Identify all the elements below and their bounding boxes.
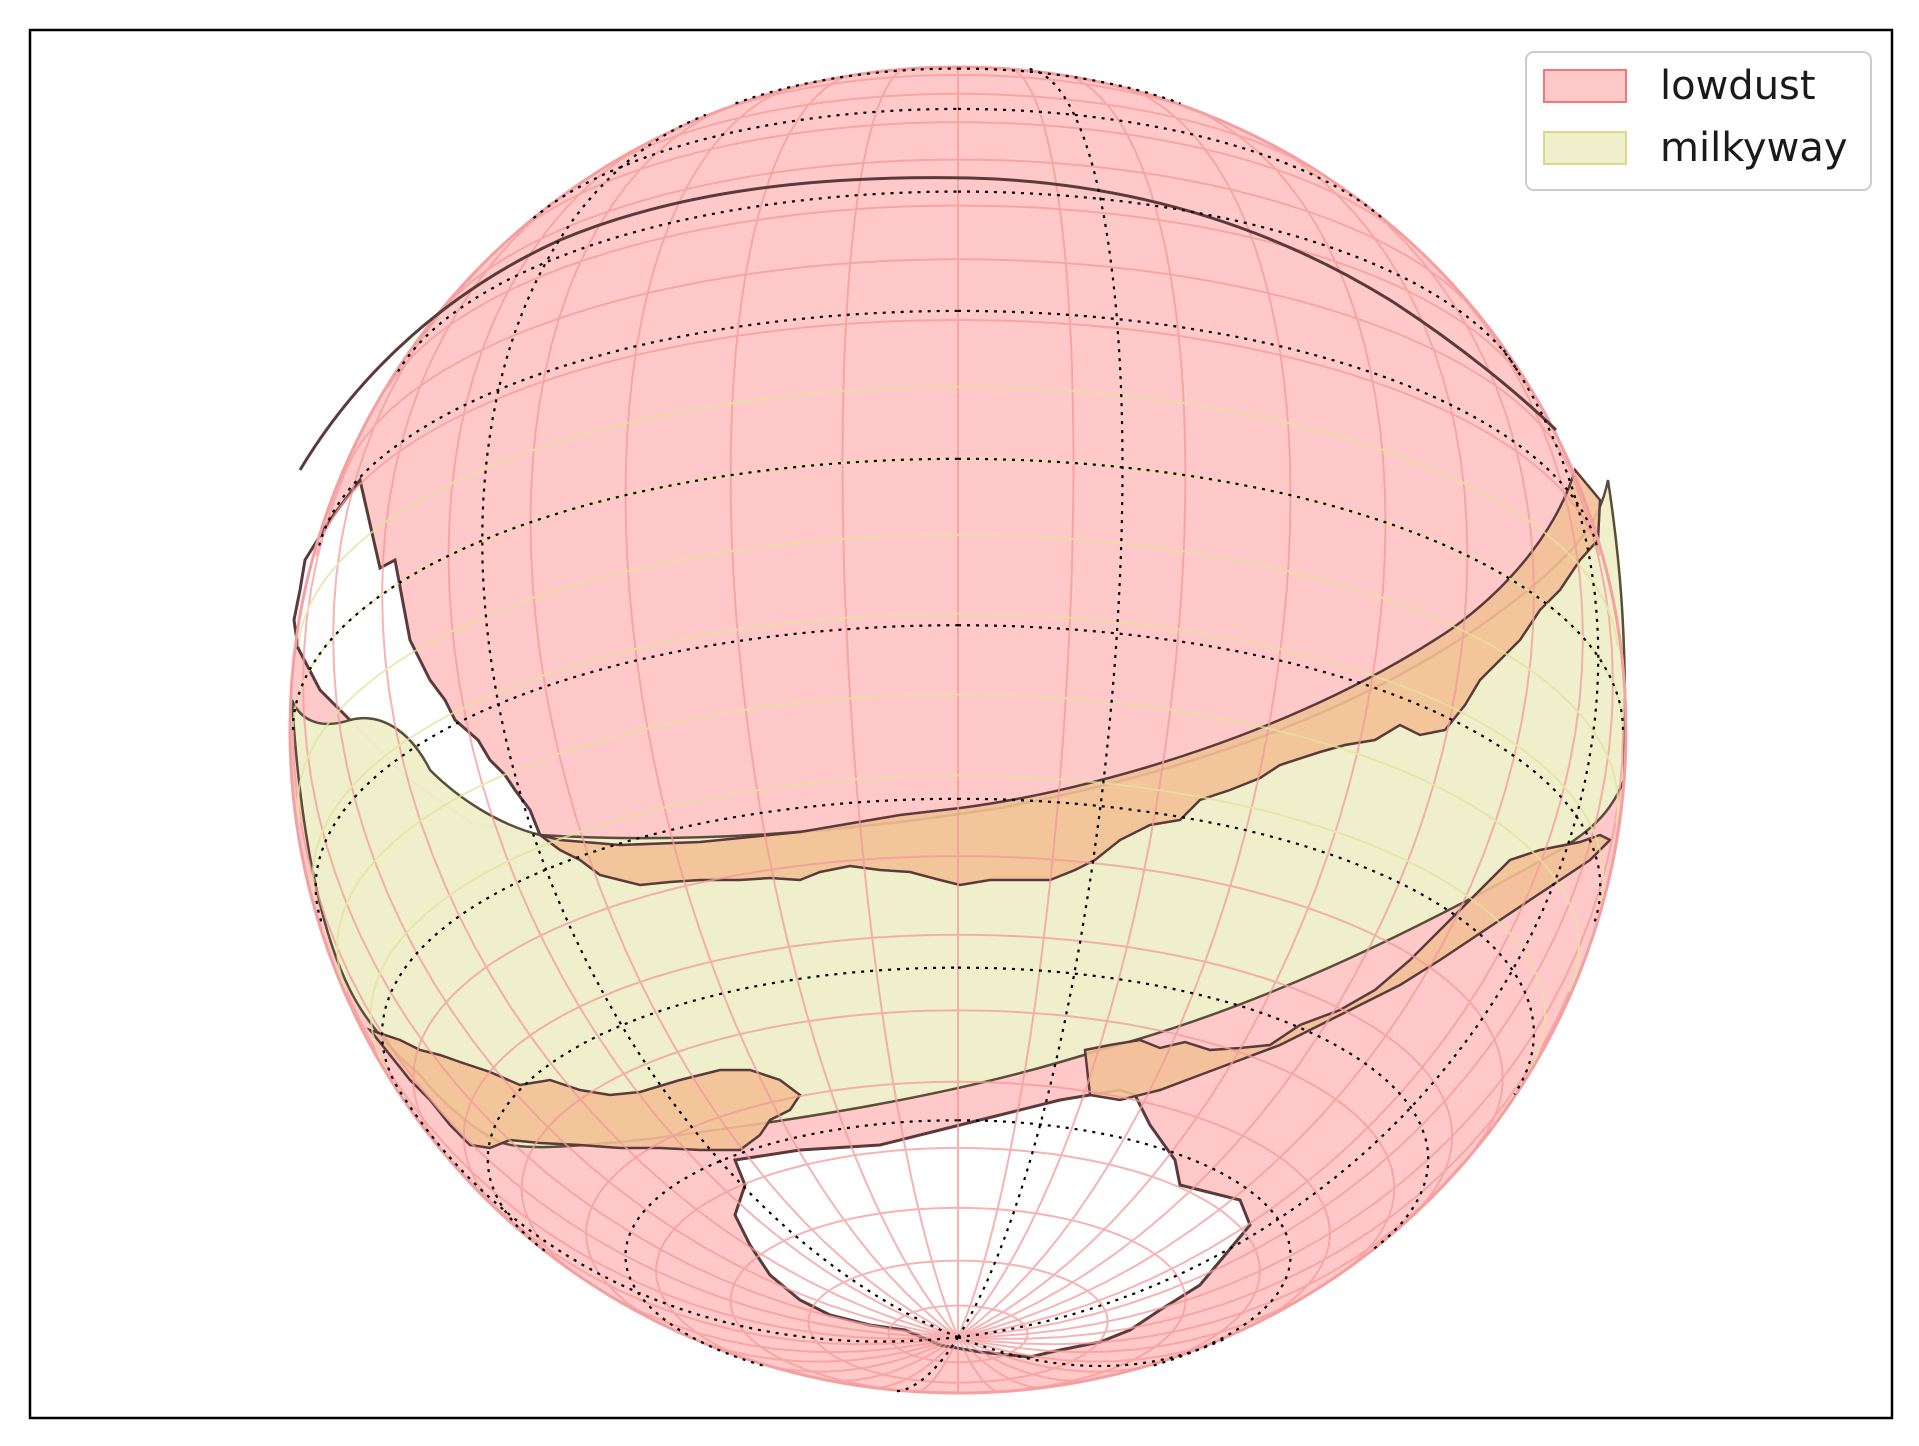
grid-parallel (807, 1259, 1109, 1384)
grid-parallel (957, 158, 1477, 314)
graticule-parallel (314, 624, 959, 922)
grid-parallel (369, 774, 959, 1074)
overlap-south-left (366, 1027, 802, 1152)
grid-parallel (387, 204, 959, 388)
graticule (291, 67, 1625, 1393)
legend-label-lowdust: lowdust (1660, 63, 1816, 109)
grid-parallel (729, 1206, 1187, 1393)
grid-meridian (841, 67, 959, 1338)
grid-parallel (520, 1009, 959, 1284)
grid-meridian (957, 729, 1624, 1339)
grid-parallel (957, 204, 1529, 388)
grid-parallel (957, 774, 1547, 1074)
healpix-grid (292, 67, 1624, 1393)
map-layer (288, 65, 1628, 1395)
grid-parallel (957, 258, 1571, 469)
graticule-parallel (958, 190, 1519, 373)
graticule-parallel (958, 1119, 1292, 1367)
grid-meridian (624, 81, 959, 1338)
graticule-meridian (402, 1096, 959, 1343)
graticule-parallel (957, 107, 1384, 219)
graticule-parallel (958, 67, 1181, 105)
grid-parallel (296, 533, 959, 823)
grid-meridian (957, 81, 1292, 1338)
grid-parallel (957, 933, 1454, 1220)
grid-meridian (957, 67, 1075, 1338)
grid-parallel (887, 1304, 1029, 1364)
grid-parallel (297, 385, 959, 647)
grid-parallel (311, 612, 959, 905)
grid-meridian (957, 72, 1187, 1338)
graticule-parallel (957, 624, 1602, 922)
grid-parallel (957, 693, 1580, 992)
graticule-meridian (957, 67, 1124, 1338)
grid-parallel (957, 855, 1504, 1148)
graticule-parallel (957, 309, 1598, 546)
grid-parallel (345, 258, 959, 469)
grid-parallel (439, 158, 959, 314)
graticule-parallel (957, 457, 1625, 731)
grid-parallel (957, 319, 1601, 556)
legend-swatch-milkyway (1543, 131, 1627, 165)
graticule-parallel (318, 309, 959, 546)
graticule-parallel (397, 190, 958, 373)
graticule-meridian (891, 1336, 959, 1393)
graticule-parallel (486, 966, 959, 1252)
lowdust-hole-bottom (732, 1088, 1252, 1359)
overlap-south-right (1083, 833, 1613, 1102)
grid-meridian (957, 991, 1571, 1340)
graticule-parallel (624, 1119, 958, 1367)
graticule-parallel (532, 107, 959, 219)
grid-meridian (292, 729, 959, 1339)
grid-meridian (302, 468, 959, 1339)
legend-swatch-lowdust (1543, 69, 1627, 103)
grid-parallel (655, 1146, 959, 1385)
grid-parallel (957, 121, 1417, 249)
legend-label-milkyway: milkyway (1660, 125, 1848, 171)
grid-meridian (332, 275, 959, 1339)
legend: lowdust milkyway (1525, 51, 1872, 191)
grid-parallel (462, 933, 959, 1220)
grid-meridian (729, 72, 959, 1338)
graticule-parallel (957, 797, 1536, 1095)
grid-meridian (957, 275, 1584, 1339)
grid-parallel (499, 121, 959, 249)
lowdust-north-boundary (298, 176, 1558, 471)
grid-parallel (957, 1080, 1331, 1340)
axes-frame (28, 28, 1894, 1420)
graticule-meridian (481, 113, 959, 1339)
graticule-parallel (291, 457, 959, 731)
grid-parallel (412, 855, 959, 1148)
grid-parallel (957, 533, 1620, 823)
grid-parallel (957, 385, 1619, 647)
grid-parallel (957, 612, 1605, 905)
grid-meridian (957, 468, 1614, 1339)
grid-meridian (345, 991, 959, 1340)
overlap-north (539, 467, 1602, 887)
grid-parallel (957, 1009, 1396, 1284)
grid-parallel (336, 693, 959, 992)
lowdust-region-boundary (288, 65, 1628, 1395)
grid-parallel (957, 1146, 1261, 1385)
grid-parallel (585, 1080, 959, 1340)
grid-parallel (315, 319, 959, 556)
